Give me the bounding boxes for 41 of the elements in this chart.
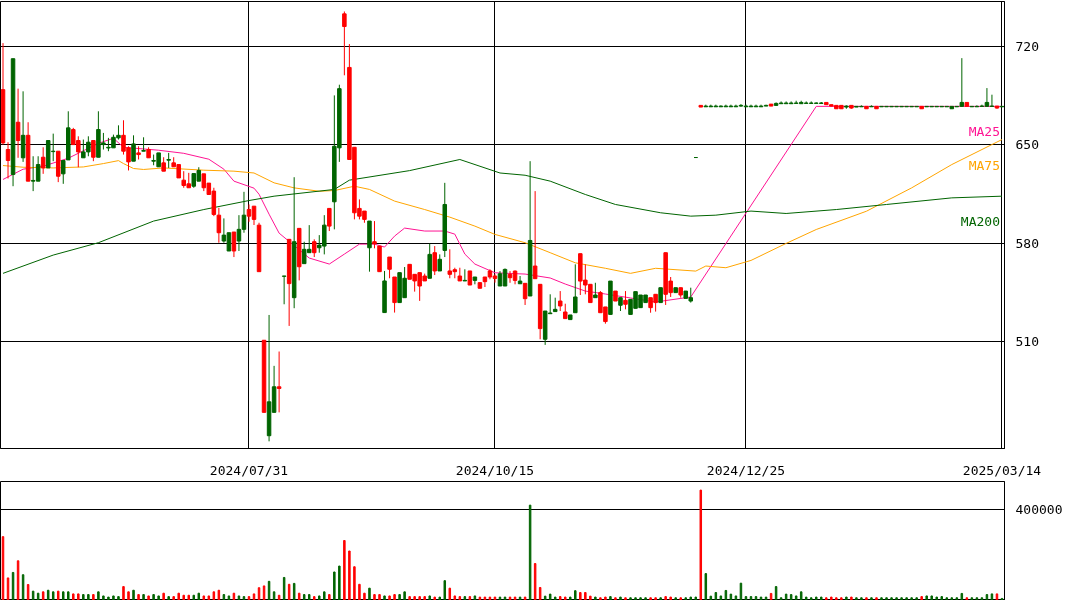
candlestick	[372, 220, 377, 249]
candlestick	[91, 140, 96, 162]
candlestick	[131, 134, 136, 162]
candlestick	[532, 190, 538, 280]
candlestick	[984, 87, 990, 108]
candlestick	[35, 155, 41, 182]
candlestick	[447, 248, 453, 279]
candlestick	[427, 243, 432, 279]
candlestick	[40, 146, 46, 175]
candlestick	[989, 94, 995, 108]
x-tick-label: 2025/03/14	[962, 462, 1042, 478]
y-tick-label: 510	[1015, 334, 1039, 350]
x-tick-label: 2024/10/15	[455, 462, 535, 478]
series-label: MA25	[968, 124, 1000, 140]
series-label: MA75	[968, 157, 1000, 173]
candlestick	[231, 231, 237, 258]
y-tick-label: 580	[1015, 235, 1039, 251]
candlestick	[557, 290, 563, 312]
series-label: MA200	[960, 214, 1000, 230]
candlestick	[623, 290, 628, 310]
candlestick	[236, 214, 242, 252]
candlestick	[5, 141, 11, 179]
candlestick	[387, 256, 392, 279]
x-tick-label: 2024/12/25	[706, 462, 786, 478]
candlestick	[246, 203, 252, 223]
y-tick-label: 400000	[1015, 501, 1063, 517]
x-tick-label: 2024/07/31	[209, 462, 289, 478]
candlestick	[276, 351, 282, 413]
candlestick	[141, 136, 146, 152]
y-tick-label: 720	[1015, 38, 1039, 54]
candlestick	[281, 275, 287, 305]
y-tick-label: 650	[1015, 137, 1039, 153]
candlestick	[573, 263, 578, 314]
candlestick	[432, 245, 437, 276]
candlestick	[342, 10, 347, 76]
line-series	[2, 105, 1003, 303]
candlestick	[462, 268, 468, 282]
candlestick	[492, 273, 498, 284]
candlestick	[869, 105, 874, 108]
candlestick	[327, 207, 332, 232]
candlestick	[517, 275, 523, 285]
